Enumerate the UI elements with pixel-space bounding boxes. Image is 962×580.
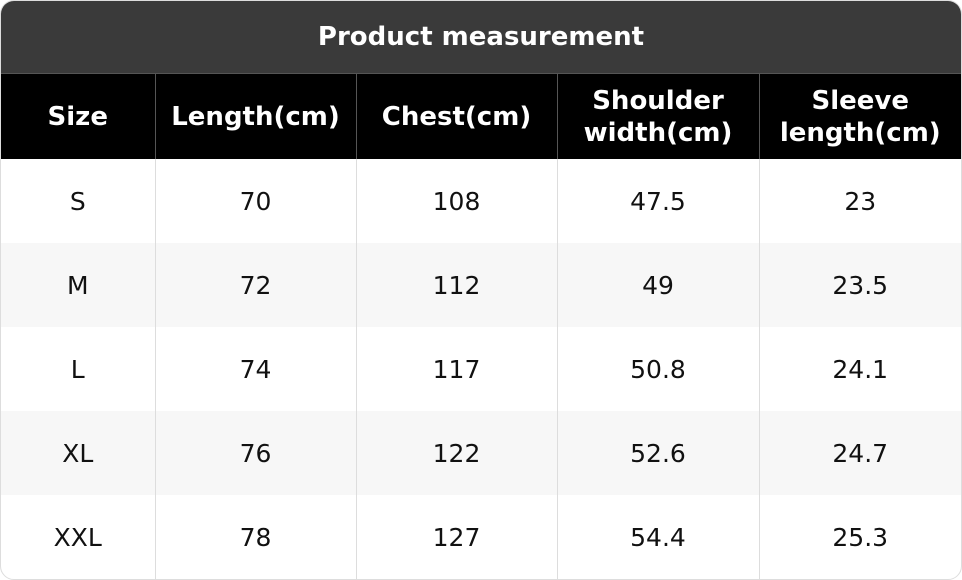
table-row: XL 76 122 52.6 24.7 bbox=[1, 411, 961, 495]
table-cell: L bbox=[70, 354, 85, 384]
table-cell: 25.3 bbox=[758, 495, 961, 579]
table-cell: 70 bbox=[154, 159, 356, 243]
table-cell: 24.7 bbox=[758, 411, 961, 495]
table-cell: 23.5 bbox=[758, 243, 961, 327]
table-cell: 23 bbox=[758, 159, 961, 243]
table-cell: 74 bbox=[154, 327, 356, 411]
table-row: XXL 78 127 54.4 25.3 bbox=[1, 495, 961, 579]
table-cell: 117 bbox=[355, 327, 557, 411]
table-cell: 24.1 bbox=[758, 327, 961, 411]
table-cell: 49 bbox=[556, 243, 759, 327]
header-row: Size Length(cm) Chest(cm) Shoulder width(cm… bbox=[1, 74, 961, 159]
table-cell: 122 bbox=[355, 411, 557, 495]
table-cell: 50.8 bbox=[556, 327, 759, 411]
table-cell: 52.6 bbox=[556, 411, 759, 495]
header-cell: Size bbox=[1, 74, 155, 159]
table-cell: 76 bbox=[154, 411, 356, 495]
table-row: M 72 112 49 23.5 bbox=[1, 243, 961, 327]
table-cell: 72 bbox=[154, 243, 356, 327]
table-cell: 78 bbox=[154, 495, 356, 579]
table-row: L 74 117 50.8 24.1 bbox=[1, 327, 961, 411]
header-cell: Chest(cm) bbox=[355, 74, 557, 159]
table-cell: 108 bbox=[355, 159, 557, 243]
table-cell: 47.5 bbox=[556, 159, 759, 243]
table-body: S 70 108 47.5 23 M 72 112 49 23.5 L 74 117 50.8 24.1 XL… bbox=[1, 159, 961, 579]
header-cell: Sleeve length(cm) bbox=[758, 74, 961, 159]
measurement-table: Size Length(cm) Chest(cm) Shoulder width(cm… bbox=[1, 74, 961, 579]
header-cell: Shoulder width(cm) bbox=[556, 74, 759, 159]
table-cell: 54.4 bbox=[556, 495, 759, 579]
table-cell: 112 bbox=[355, 243, 557, 327]
table-row: S 70 108 47.5 23 bbox=[1, 159, 961, 243]
table-cell: XXL bbox=[53, 522, 102, 552]
table-cell: M bbox=[1, 243, 155, 327]
table-cell: XL bbox=[1, 411, 155, 495]
header-cell: Length(cm) bbox=[154, 74, 356, 159]
table-cell: 127 bbox=[355, 495, 557, 579]
table-cell: S bbox=[69, 186, 86, 216]
table-title: Product measurement bbox=[1, 1, 961, 74]
